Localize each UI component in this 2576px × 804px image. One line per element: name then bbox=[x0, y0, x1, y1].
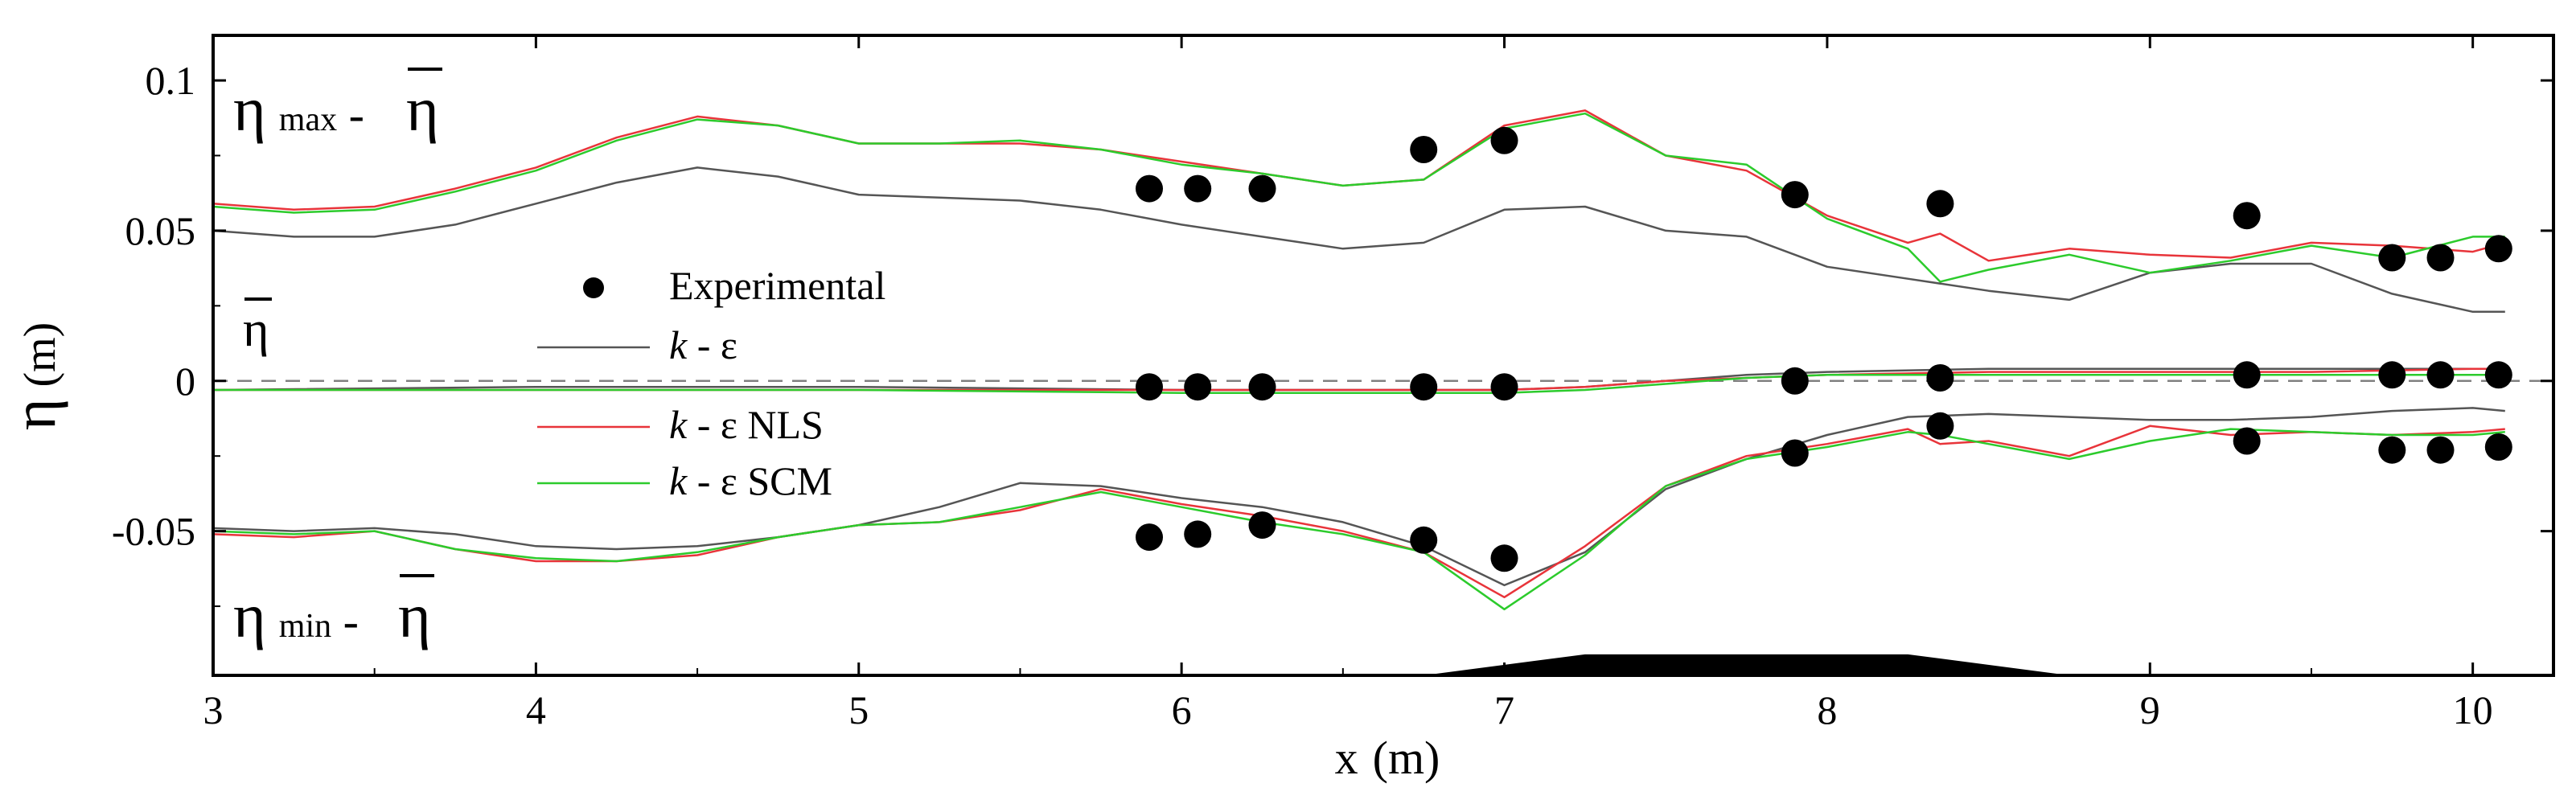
bathymetry-layer bbox=[1424, 654, 2069, 675]
experimental-point-min bbox=[2378, 436, 2406, 464]
experimental-point-mean bbox=[2426, 361, 2455, 389]
legend-label-k-epsilon-nls-rest: - ε NLS bbox=[687, 402, 824, 447]
annotation-max-subscript: max bbox=[279, 101, 337, 138]
annotation-min-mean-symbol: η bbox=[398, 580, 431, 650]
annotation-min-subscript: min bbox=[279, 608, 331, 645]
experimental-point-max bbox=[1490, 126, 1518, 154]
annotation-mean-symbol: η bbox=[243, 302, 269, 357]
experimental-point-mean bbox=[2378, 361, 2406, 389]
experimental-point-mean bbox=[2233, 361, 2261, 389]
experimental-point-max bbox=[1926, 190, 1954, 218]
x-tick-label: 5 bbox=[848, 687, 869, 732]
experimental-point-min bbox=[1926, 412, 1954, 440]
x-axis-label: x (m) bbox=[1335, 732, 1440, 784]
experimental-point-max bbox=[2484, 235, 2512, 263]
annotation-max: η max - η bbox=[233, 68, 442, 144]
y-tick-label: 0 bbox=[175, 359, 195, 404]
experimental-point-min bbox=[1248, 511, 1276, 539]
experimental-point-min bbox=[2484, 433, 2512, 461]
annotation-max-separator: - bbox=[337, 88, 376, 141]
series-line-k-epsilon-scm-max bbox=[212, 112, 2505, 283]
x-tick-label: 9 bbox=[2140, 687, 2160, 732]
series-line-k-epsilon-min bbox=[212, 407, 2505, 587]
series-line-k-epsilon-mean bbox=[212, 367, 2505, 392]
experimental-point-min bbox=[2426, 436, 2455, 464]
legend-marker-experimental bbox=[583, 277, 604, 298]
experimental-point-min bbox=[1490, 544, 1518, 572]
legend-label-k-epsilon-scm-rest: - ε SCM bbox=[687, 458, 832, 503]
experimental-point-mean bbox=[1926, 364, 1954, 392]
experimental-point-max bbox=[1410, 136, 1438, 163]
legend-label-k-epsilon-nls: k - ε NLS bbox=[669, 402, 824, 447]
legend-label-experimental-rest: Experimental bbox=[669, 263, 885, 308]
y-tick-label: 0.05 bbox=[125, 208, 196, 253]
legend-label-k-epsilon-nls-italic: k bbox=[669, 402, 688, 447]
x-axis-label-unit: (m) bbox=[1373, 732, 1440, 784]
plot-frame bbox=[212, 34, 2555, 677]
experimental-point-min bbox=[1781, 439, 1809, 467]
annotation-min: η min - η bbox=[233, 574, 434, 650]
experimental-point-max bbox=[1136, 174, 1163, 203]
legend-label-k-epsilon-scm: k - ε SCM bbox=[669, 458, 832, 503]
experimental-point-mean bbox=[1781, 367, 1809, 395]
y-axis-label-symbol: η bbox=[1, 399, 68, 431]
x-tick-label: 10 bbox=[2453, 687, 2493, 732]
annotation-min-text: η min - bbox=[233, 580, 370, 650]
bathymetry-bar bbox=[1424, 654, 2069, 675]
experimental-points-layer bbox=[1136, 126, 2512, 572]
experimental-point-min bbox=[1184, 520, 1212, 548]
experimental-point-mean bbox=[1490, 373, 1518, 401]
y-axis-label-unit: (m) bbox=[15, 322, 65, 388]
legend-label-k-epsilon: k - ε bbox=[669, 322, 737, 367]
experimental-point-min bbox=[1136, 523, 1163, 552]
experimental-point-mean bbox=[1410, 373, 1438, 401]
annotation-max-symbol: η bbox=[233, 74, 266, 144]
series-line-k-epsilon-scm-mean bbox=[213, 374, 2505, 394]
legend: Experimental k - ε k - ε NLS k - ε SCM bbox=[537, 263, 885, 503]
y-axis-label: η (m) bbox=[1, 322, 68, 431]
experimental-point-mean bbox=[1248, 373, 1276, 401]
legend-label-experimental: Experimental bbox=[669, 263, 885, 308]
y-tick-label: -0.05 bbox=[112, 509, 195, 554]
experimental-point-max bbox=[1184, 174, 1212, 203]
tick-labels-layer: 3 4 5 6 7 8 9 10 0.1 0.05 0 -0.05 bbox=[112, 58, 2493, 732]
legend-label-k-epsilon-rest: - ε bbox=[687, 322, 737, 367]
legend-label-k-epsilon-italic: k bbox=[669, 322, 688, 367]
x-axis-label-symbol: x bbox=[1335, 732, 1358, 784]
x-tick-label: 8 bbox=[1817, 687, 1837, 732]
experimental-point-mean bbox=[1184, 373, 1212, 401]
experimental-point-min bbox=[2233, 427, 2261, 455]
experimental-point-max bbox=[2233, 202, 2261, 230]
annotation-min-separator: - bbox=[331, 595, 370, 647]
annotation-min-symbol: η bbox=[233, 580, 266, 650]
legend-label-k-epsilon-scm-italic: k bbox=[669, 458, 688, 503]
experimental-point-max bbox=[1248, 174, 1276, 203]
x-tick-label: 6 bbox=[1172, 687, 1192, 732]
experimental-point-mean bbox=[1136, 373, 1163, 401]
experimental-point-mean bbox=[2484, 361, 2512, 389]
x-tick-label: 4 bbox=[526, 687, 546, 732]
experimental-point-max bbox=[2426, 244, 2455, 272]
annotation-mean: η bbox=[243, 297, 272, 357]
experimental-point-min bbox=[1410, 526, 1438, 554]
annotation-max-mean-symbol: η bbox=[406, 74, 439, 144]
experimental-point-max bbox=[2378, 244, 2406, 272]
x-tick-label: 7 bbox=[1494, 687, 1514, 732]
x-tick-label: 3 bbox=[203, 687, 224, 732]
experimental-point-max bbox=[1781, 181, 1809, 209]
annotation-max-text: η max - bbox=[233, 74, 376, 144]
y-tick-label: 0.1 bbox=[146, 58, 196, 103]
